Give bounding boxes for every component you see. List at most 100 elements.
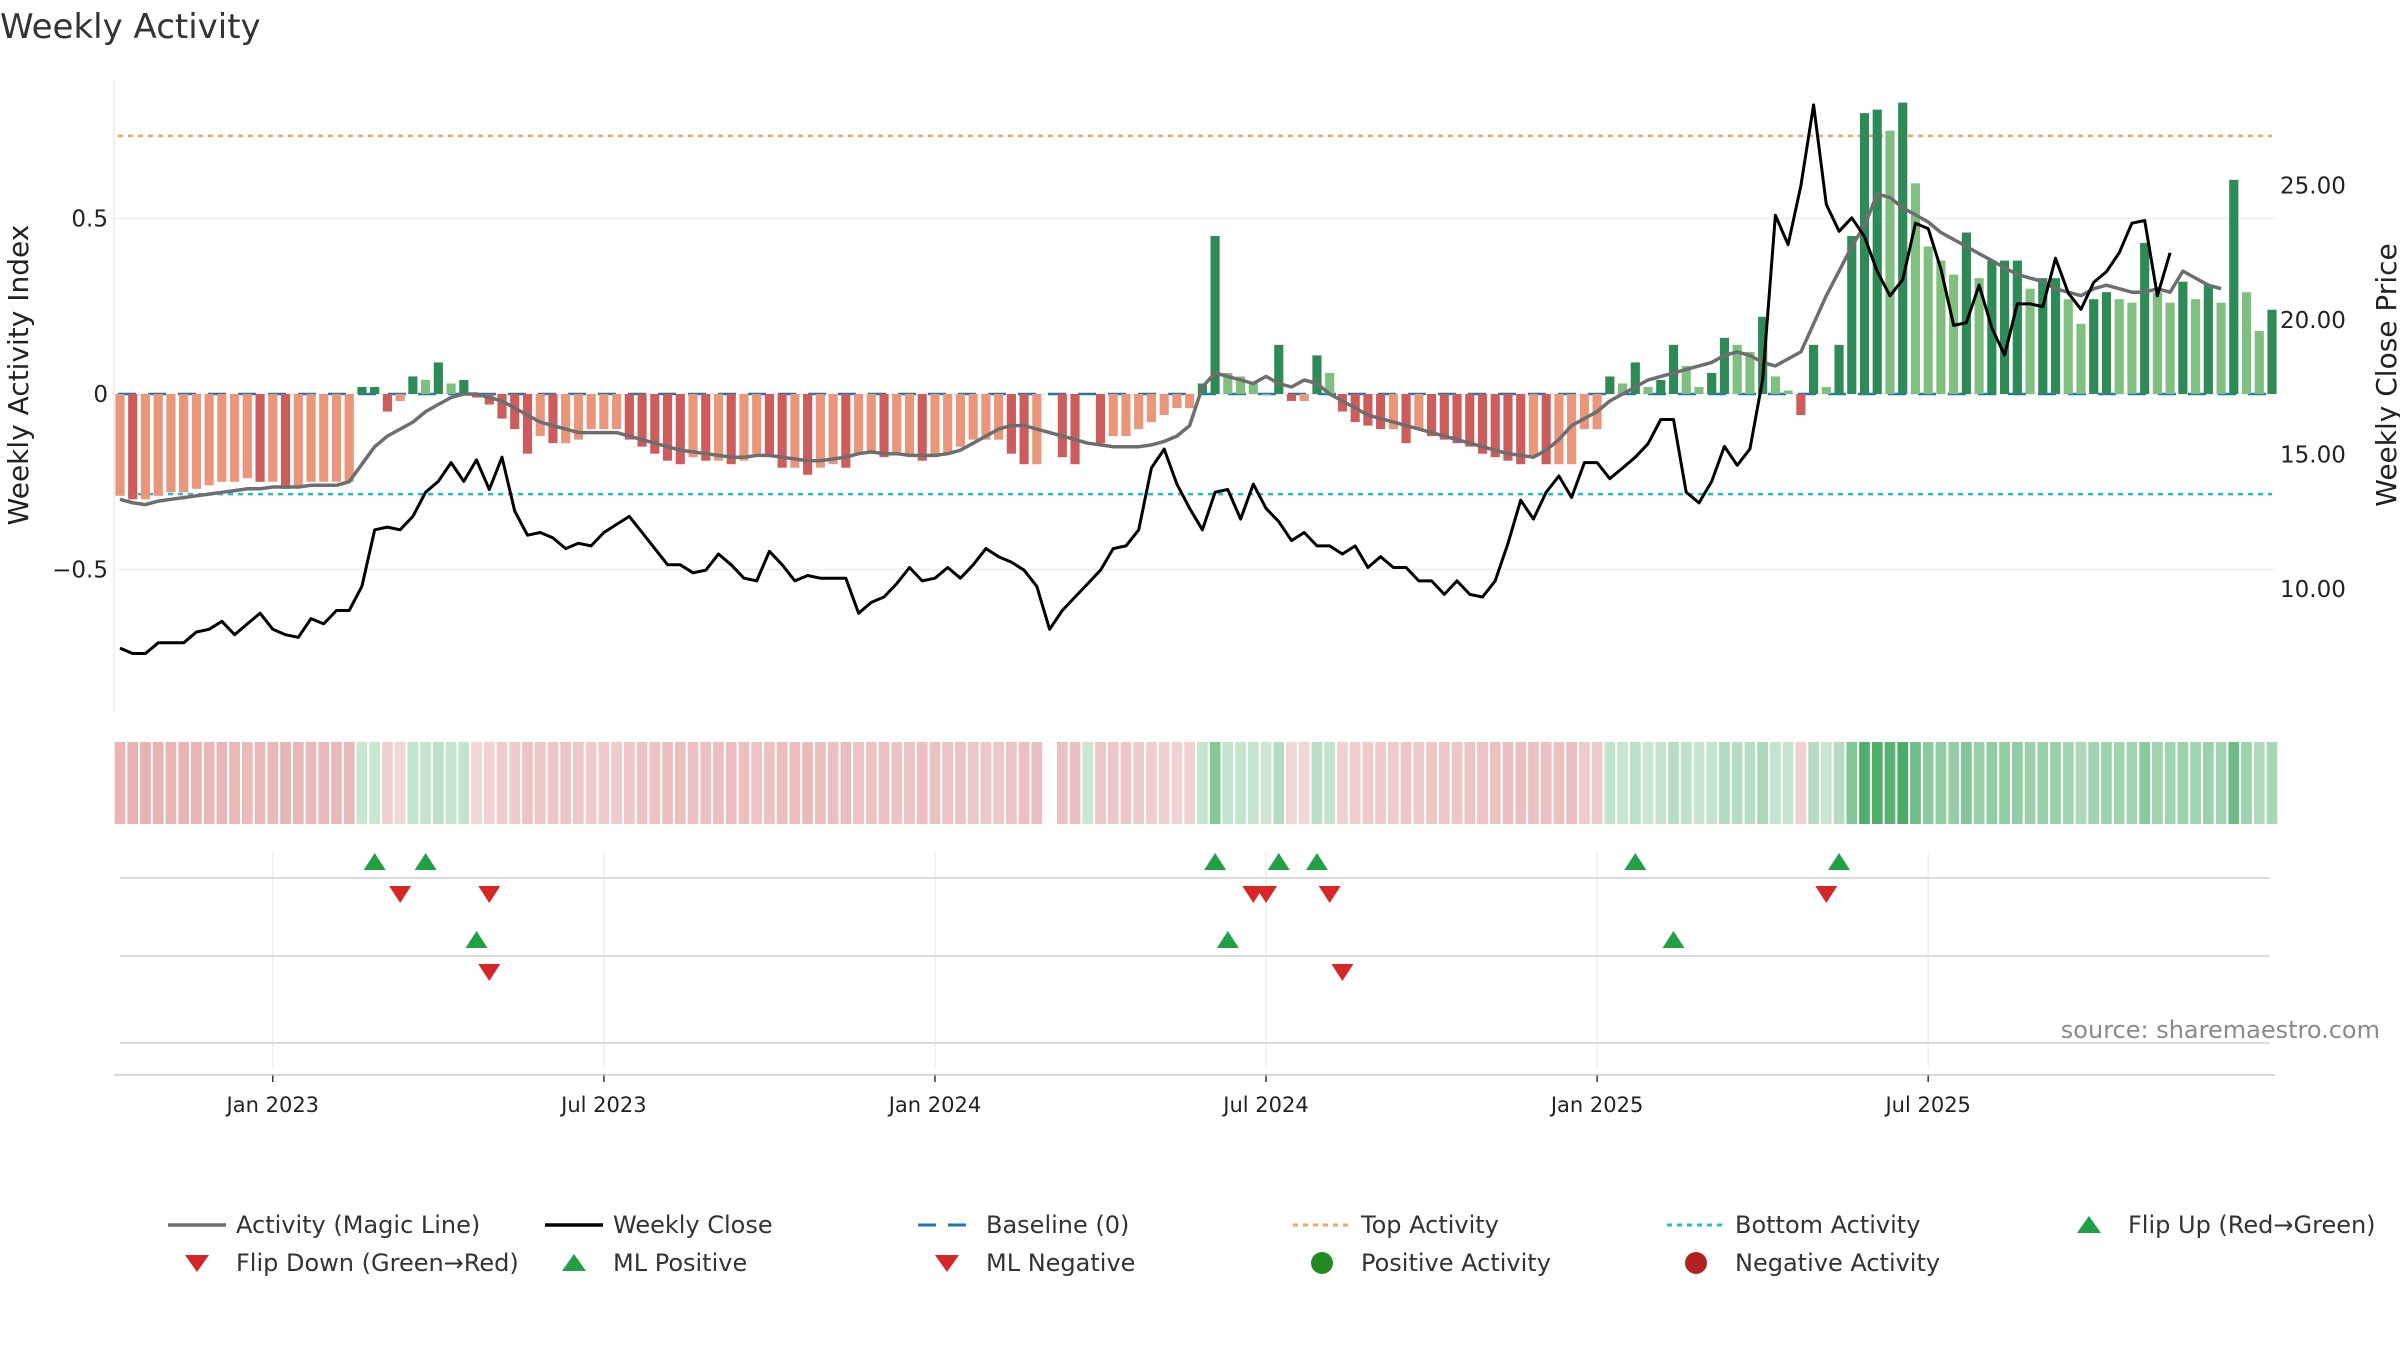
activity-bar [1681, 365, 1691, 394]
activity-bar [153, 394, 163, 496]
activity-bar [230, 394, 240, 482]
heat-cell [343, 742, 355, 824]
activity-bar [140, 394, 151, 500]
activity-bar [2165, 302, 2175, 394]
ml-negative-marker [1331, 964, 1354, 981]
activity-bar [662, 394, 673, 461]
heat-cell [1133, 742, 1145, 824]
activity-bar [1719, 337, 1730, 394]
heat-cell [560, 742, 572, 824]
magic-line [119, 192, 2222, 507]
activity-bar [1809, 344, 1819, 394]
activity-bar [1516, 394, 1526, 465]
activity-bar [1376, 394, 1386, 430]
heat-cell [1846, 742, 1858, 824]
heat-cell [1120, 742, 1132, 824]
heat-cell [865, 742, 877, 824]
activity-bar [1312, 355, 1322, 394]
activity-bar [433, 362, 443, 394]
activity-bar [1299, 394, 1309, 402]
activity-bar [1617, 383, 1628, 394]
heat-cell [827, 742, 839, 824]
heat-cell [1961, 742, 1972, 824]
heat-cell [1808, 742, 1819, 824]
heat-cell [509, 742, 521, 824]
legend-ml-positive-swatch [562, 1254, 586, 1271]
heat-cell [331, 742, 342, 824]
heat-cell [1413, 742, 1425, 824]
activity-bar [866, 394, 876, 454]
heat-cell [2113, 742, 2125, 824]
heat-cell [1031, 742, 1043, 824]
activity-bar [2267, 309, 2277, 394]
activity-bar [421, 379, 431, 394]
activity-bar [841, 394, 851, 468]
activity-bar [1745, 351, 1755, 394]
activity-bar [2229, 179, 2239, 394]
activity-bar [1668, 344, 1679, 394]
heat-cell [1731, 742, 1743, 824]
heat-cell [2177, 742, 2189, 824]
heat-cell [2266, 742, 2278, 824]
activity-bar [2063, 299, 2073, 394]
heat-cell [1069, 742, 1081, 824]
activity-bar [548, 394, 558, 444]
activity-bar [1235, 376, 1246, 394]
activity-bar [535, 394, 545, 437]
activity-bar [1859, 113, 1870, 394]
activity-bar [701, 394, 711, 461]
activity-bar [624, 394, 634, 440]
activity-bar [943, 394, 953, 454]
activity-bar [1070, 394, 1080, 465]
activity-bar [1261, 394, 1271, 395]
activity-bar [1630, 362, 1640, 394]
activity-bar [777, 394, 787, 468]
heat-cell [458, 742, 470, 824]
activity-bar [561, 394, 571, 444]
legend-positive-swatch [1311, 1252, 1333, 1274]
activity-bar [2101, 292, 2112, 394]
activity-bar [892, 394, 902, 454]
activity-bar [446, 383, 456, 394]
activity-bar [1286, 394, 1297, 402]
heat-cell [1286, 742, 1297, 824]
activity-bar [1707, 372, 1717, 394]
heat-cell [2139, 742, 2151, 824]
activity-bar [2038, 278, 2048, 394]
heat-cell [2253, 742, 2265, 824]
x-tick-label: Jan 2023 [225, 1093, 320, 1117]
heat-cell [2075, 742, 2087, 824]
activity-bar [2241, 292, 2252, 394]
activity-bar [815, 394, 825, 468]
heat-cell [2190, 742, 2201, 824]
heat-cell [649, 742, 661, 824]
heat-cell [280, 742, 291, 824]
activity-bar [2076, 323, 2086, 394]
activity-bar [1325, 372, 1335, 394]
activity-bar [166, 394, 176, 493]
heat-cell [1477, 742, 1488, 824]
activity-bar [2191, 299, 2201, 394]
heat-cell [1515, 742, 1527, 824]
heat-cell [1451, 742, 1463, 824]
activity-bar [1783, 390, 1793, 394]
heat-cell [674, 742, 686, 824]
flip-up-marker [414, 853, 437, 870]
legend-top-label: Top Activity [1360, 1211, 1499, 1239]
activity-bar [675, 394, 685, 465]
y-tick-label: −0.5 [52, 558, 108, 584]
legend-magic-label: Activity (Magic Line) [236, 1211, 480, 1239]
heat-cell [2241, 742, 2252, 824]
activity-bar [268, 394, 278, 482]
heat-cell [904, 742, 915, 824]
heat-cell [2050, 742, 2061, 824]
activity-bar [2000, 260, 2010, 394]
activity-bar [853, 394, 864, 454]
legend-close-label: Weekly Close [613, 1211, 773, 1239]
heat-cell [420, 742, 431, 824]
ml-negative-marker [478, 964, 501, 981]
heat-cell [1591, 742, 1603, 824]
heat-cell [1935, 742, 1947, 824]
activity-bar [1465, 394, 1475, 447]
heat-cell [471, 742, 482, 824]
